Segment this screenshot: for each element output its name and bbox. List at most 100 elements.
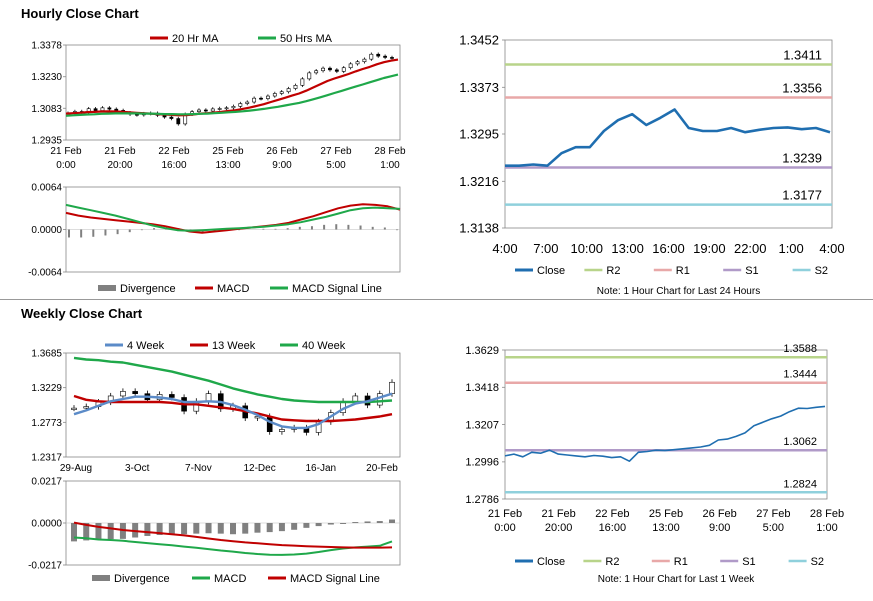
weekly-divergence-bar <box>278 523 285 532</box>
hourly-pivot-ytick-3: 1.3216 <box>459 174 499 189</box>
weekly-divergence-bar <box>107 523 114 540</box>
weekly-divergence-bar <box>340 523 347 524</box>
weekly-pivot-level-r1-label: 1.3444 <box>783 369 817 381</box>
weekly-divergence-bar <box>71 523 77 542</box>
hourly-pivot-xtick-4: 16:00 <box>652 241 685 256</box>
hourly-pivot-level-s1-label: 1.3239 <box>782 151 822 166</box>
hourly-price-xtick-5-date: 27 Feb <box>320 146 352 157</box>
weekly-pivot-xtick-6-date: 28 Feb <box>810 508 844 520</box>
weekly-divergence-bar <box>83 523 90 541</box>
hourly-candle-body <box>203 109 208 112</box>
hourly-pivot-xtick-6: 22:00 <box>734 241 767 256</box>
weekly-candle-body <box>132 391 138 394</box>
weekly-price-ytick-0: 1.3685 <box>31 349 62 360</box>
hourly-candle-body <box>176 118 181 125</box>
weekly-pivot-frame <box>504 349 828 500</box>
weekly-pivot-legend-r2-label: R2 <box>605 556 619 568</box>
hourly-candle-body <box>93 108 98 111</box>
hourly-candle-body <box>369 53 374 60</box>
hourly-pivot-ytick-0: 1.3452 <box>459 33 499 48</box>
hourly-pivot-legend-r2-label: R2 <box>606 265 620 277</box>
hourly-candle-body <box>272 93 277 97</box>
weekly-legend-ma40-label: 40 Week <box>302 340 346 352</box>
weekly-candle-body <box>352 395 359 402</box>
hourly-macd-ytick-2: -0.0064 <box>28 268 62 279</box>
weekly-price-xtick-3: 12-Dec <box>243 463 275 474</box>
hourly-candle-body <box>238 103 243 107</box>
hourly-pivot-xtick-5: 19:00 <box>693 241 726 256</box>
weekly-pivot-xtick-6-time: 1:00 <box>816 522 837 534</box>
weekly-divergence-bar <box>242 523 249 534</box>
weekly-divergence-bar <box>327 523 334 525</box>
weekly-candle-body <box>376 393 383 406</box>
hourly-price-ytick-0: 1.3378 <box>31 41 62 52</box>
hourly-candle-body <box>224 107 229 110</box>
weekly-divergence-bar <box>389 519 395 523</box>
weekly-divergence-bar <box>168 523 175 535</box>
weekly-price-xtick-5: 20-Feb <box>366 463 398 474</box>
hourly-pivot-legend-s1-label: S1 <box>745 265 758 277</box>
weekly-price-frame <box>65 352 401 458</box>
hourly-price-frame <box>65 44 401 141</box>
weekly-price-ytick-3: 1.2317 <box>31 453 62 464</box>
hourly-candle-body <box>355 61 360 65</box>
hourly-pivot-ytick-4: 1.3138 <box>459 221 499 236</box>
weekly-macd-line <box>73 536 393 556</box>
hourly-candle-body <box>300 78 305 86</box>
weekly-price-ytick-1: 1.3229 <box>31 383 62 394</box>
hourly-candle-body <box>376 53 381 57</box>
hourly-legend-divergence-label: Divergence <box>120 283 176 295</box>
hourly-candle-body <box>169 116 174 119</box>
weekly-pivot-legend-s1-label: S1 <box>742 556 755 568</box>
weekly-candle-body <box>169 394 175 398</box>
hourly-price-xtick-1-time: 20:00 <box>107 160 132 171</box>
weekly-section-title: Weekly Close Chart <box>21 306 143 321</box>
weekly-legend-ma13-label: 13 Week <box>212 340 256 352</box>
weekly-divergence-bar <box>291 523 298 530</box>
hourly-section-title: Hourly Close Chart <box>21 6 139 21</box>
hourly-candle-body <box>107 107 112 110</box>
weekly-pivot-xtick-3-time: 13:00 <box>652 522 680 534</box>
hourly-candle-body <box>341 67 346 72</box>
weekly-pivot-legend-r1-label: R1 <box>674 556 688 568</box>
weekly-ma40-line <box>73 356 393 404</box>
hourly-pivot-legend-r1-label: R1 <box>676 265 690 277</box>
hourly-candle-body <box>390 57 394 59</box>
weekly-price-xtick-4: 16-Jan <box>306 463 337 474</box>
hourly-legend-signal-label: MACD Signal Line <box>292 283 382 295</box>
weekly-divergence-bar <box>315 523 322 527</box>
hourly-legend-macd-label: MACD <box>217 283 249 295</box>
weekly-divergence-bar <box>205 523 212 534</box>
weekly-divergence-bar <box>303 523 310 528</box>
hourly-price-xtick-5-time: 5:00 <box>326 160 346 171</box>
weekly-divergence-bar <box>156 523 163 535</box>
hourly-candle-body <box>252 97 257 103</box>
weekly-pivot-xtick-1-date: 21 Feb <box>542 508 576 520</box>
weekly-macd-ytick-0: 0.0217 <box>31 477 62 488</box>
hourly-candle-body <box>293 85 298 89</box>
weekly-price-xtick-2: 7-Nov <box>185 463 212 474</box>
weekly-pivot-xtick-0-time: 0:00 <box>494 522 515 534</box>
weekly-pivot-xtick-2-time: 16:00 <box>599 522 627 534</box>
hourly-candle-body <box>334 69 339 72</box>
hourly-candle-body <box>279 91 284 94</box>
hourly-pivot-legend-close-label: Close <box>537 265 565 277</box>
hourly-candle-body <box>348 63 353 69</box>
weekly-pivot-xtick-2-date: 22 Feb <box>595 508 629 520</box>
hourly-candle-body <box>210 108 215 112</box>
weekly-divergence-bar <box>230 523 236 535</box>
hourly-candle-body <box>362 58 367 63</box>
weekly-candle-body <box>279 429 285 432</box>
hourly-candle-body <box>100 107 105 111</box>
weekly-pivot-ytick-3: 1.2996 <box>465 457 499 469</box>
hourly-pivot-xtick-8: 4:00 <box>819 241 844 256</box>
weekly-divergence-bar <box>266 523 273 533</box>
hourly-candle-body <box>231 106 236 109</box>
hourly-legend-ma20-label: 20 Hr MA <box>172 33 219 45</box>
hourly-ma20-line <box>65 58 399 117</box>
weekly-pivot-note: Note: 1 Hour Chart for Last 1 Week <box>598 574 756 585</box>
weekly-divergence-bar <box>376 521 383 523</box>
hourly-pivot-ytick-1: 1.3373 <box>459 80 499 95</box>
hourly-ma50-line <box>65 73 399 117</box>
hourly-candle-body <box>383 55 388 58</box>
